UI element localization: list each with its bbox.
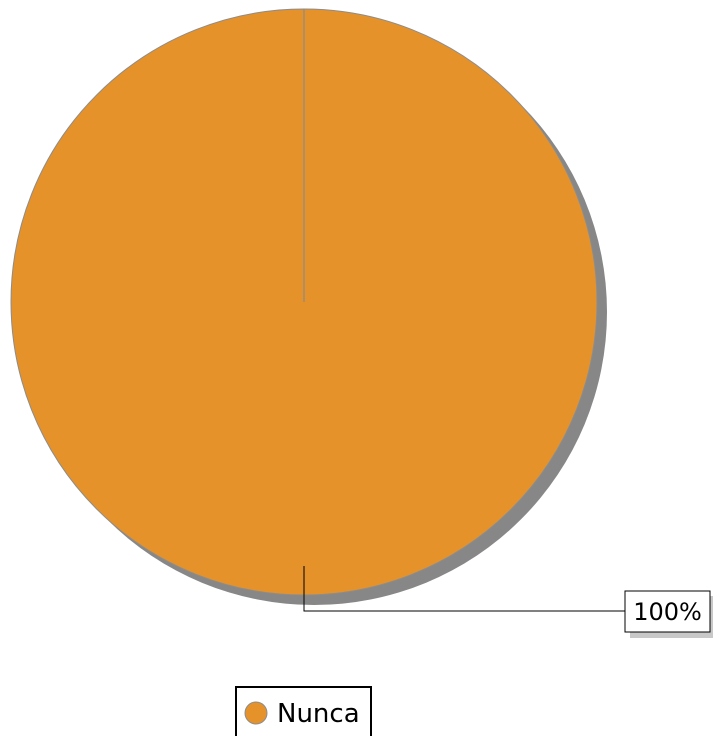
- pie-layer: [10, 8, 607, 605]
- data-label-layer: 100%: [303, 566, 713, 638]
- data-label-box: [624, 590, 711, 633]
- data-label: 100%: [633, 598, 702, 626]
- legend: Nunca: [235, 686, 372, 736]
- leader-line: [303, 566, 625, 612]
- legend-marker-nunca: [244, 701, 268, 725]
- legend-label-nunca: Nunca: [277, 699, 360, 729]
